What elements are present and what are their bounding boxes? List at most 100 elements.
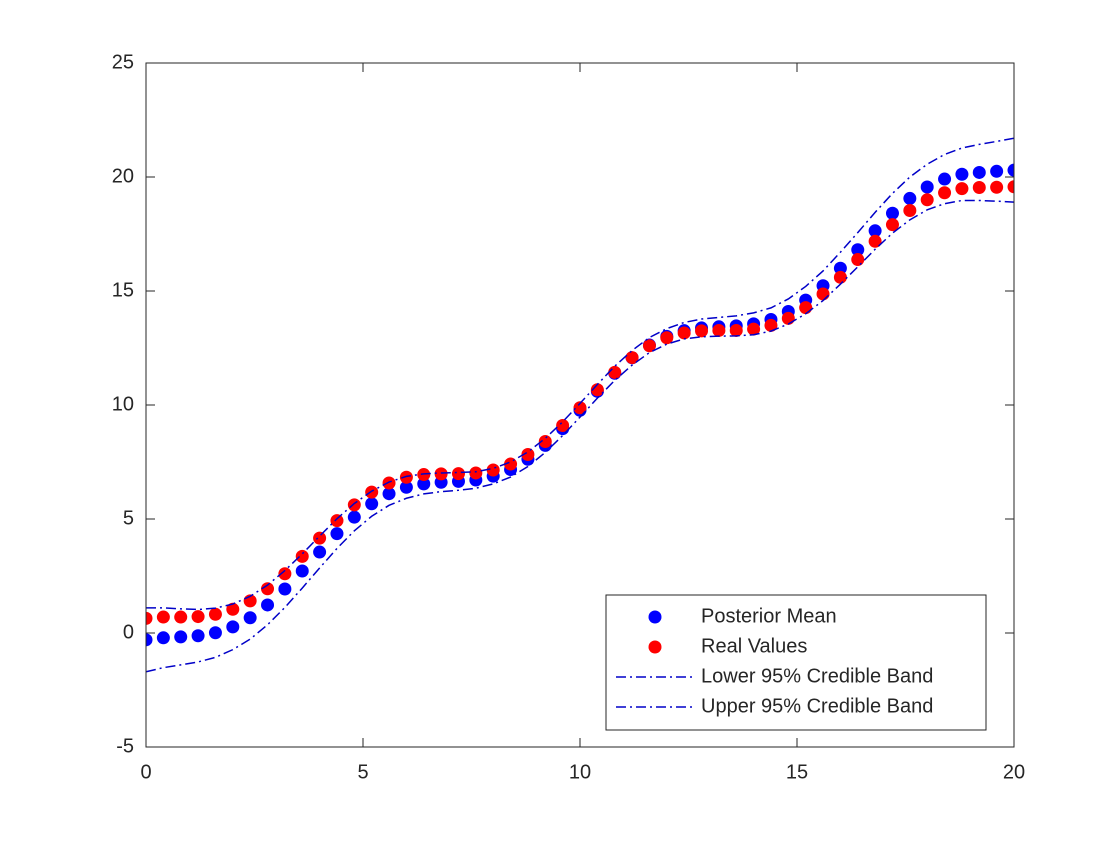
point xyxy=(851,253,865,267)
point xyxy=(625,351,639,365)
point xyxy=(903,204,917,218)
point xyxy=(365,497,379,511)
x-tick-label: 0 xyxy=(140,761,151,783)
legend-label: Posterior Mean xyxy=(701,605,837,627)
point xyxy=(816,287,830,301)
x-tick-label: 15 xyxy=(786,761,808,783)
point xyxy=(781,311,795,325)
y-tick-label: -5 xyxy=(116,735,134,757)
point xyxy=(556,419,570,433)
point xyxy=(833,261,847,275)
point xyxy=(469,466,483,480)
point xyxy=(261,582,275,596)
point xyxy=(399,470,413,484)
point xyxy=(920,193,934,207)
point xyxy=(295,549,309,563)
data-layer xyxy=(146,137,1014,673)
point xyxy=(191,629,205,643)
point xyxy=(261,598,275,612)
point xyxy=(955,167,969,181)
point xyxy=(990,180,1004,194)
point xyxy=(660,331,674,345)
point xyxy=(955,182,969,196)
point xyxy=(642,339,656,353)
legend-marker xyxy=(648,610,662,624)
point xyxy=(990,164,1004,178)
point xyxy=(347,498,361,512)
point xyxy=(695,324,709,338)
point xyxy=(677,326,691,340)
point xyxy=(243,611,257,625)
point xyxy=(417,477,431,491)
point xyxy=(278,582,292,596)
point xyxy=(146,611,153,625)
point xyxy=(729,323,743,337)
point xyxy=(399,480,413,494)
point xyxy=(191,610,205,624)
y-tick-label: 20 xyxy=(112,165,134,187)
point xyxy=(885,206,899,220)
point xyxy=(885,218,899,232)
x-tick-label: 10 xyxy=(569,761,591,783)
point xyxy=(451,467,465,481)
point xyxy=(226,620,240,634)
point xyxy=(313,531,327,545)
y-tick-label: 5 xyxy=(123,507,134,529)
y-tick-label: 15 xyxy=(112,279,134,301)
point xyxy=(573,401,587,415)
point xyxy=(920,180,934,194)
point xyxy=(938,186,952,200)
point xyxy=(972,165,986,179)
point xyxy=(799,301,813,315)
legend-marker xyxy=(648,640,662,654)
point xyxy=(156,610,170,624)
point xyxy=(330,527,344,541)
point xyxy=(1007,163,1014,177)
point xyxy=(538,434,552,448)
point xyxy=(330,514,344,528)
point xyxy=(208,626,222,640)
point xyxy=(226,602,240,616)
point xyxy=(295,564,309,578)
y-tick-label: 0 xyxy=(123,621,134,643)
point xyxy=(174,610,188,624)
band-line xyxy=(146,199,1014,673)
x-tick-label: 20 xyxy=(1003,761,1025,783)
point xyxy=(313,545,327,559)
point xyxy=(486,463,500,477)
legend-box xyxy=(605,594,987,731)
legend-label: Lower 95% Credible Band xyxy=(701,665,933,687)
point xyxy=(208,607,222,621)
point xyxy=(156,631,170,645)
point xyxy=(712,323,726,337)
point xyxy=(972,180,986,194)
band-line xyxy=(146,137,1014,611)
point xyxy=(747,322,761,336)
point xyxy=(382,476,396,490)
point xyxy=(903,191,917,205)
point xyxy=(868,234,882,248)
point xyxy=(608,365,622,379)
legend: Posterior Mean Real Values Lower 95% Credi… xyxy=(605,594,987,731)
legend-label: Real Values xyxy=(701,635,807,657)
point xyxy=(434,467,448,481)
point xyxy=(521,447,535,461)
point xyxy=(1007,180,1014,194)
point xyxy=(590,383,604,397)
point xyxy=(938,172,952,186)
point xyxy=(146,633,153,647)
x-tick-label: 5 xyxy=(357,761,368,783)
point xyxy=(382,487,396,501)
point xyxy=(278,567,292,581)
point xyxy=(764,318,778,332)
point xyxy=(833,270,847,284)
point xyxy=(347,510,361,524)
legend-label: Upper 95% Credible Band xyxy=(701,695,933,717)
y-tick-label: 25 xyxy=(112,51,134,73)
point xyxy=(868,224,882,238)
point xyxy=(174,630,188,644)
y-tick-label: 10 xyxy=(112,393,134,415)
point xyxy=(851,243,865,257)
